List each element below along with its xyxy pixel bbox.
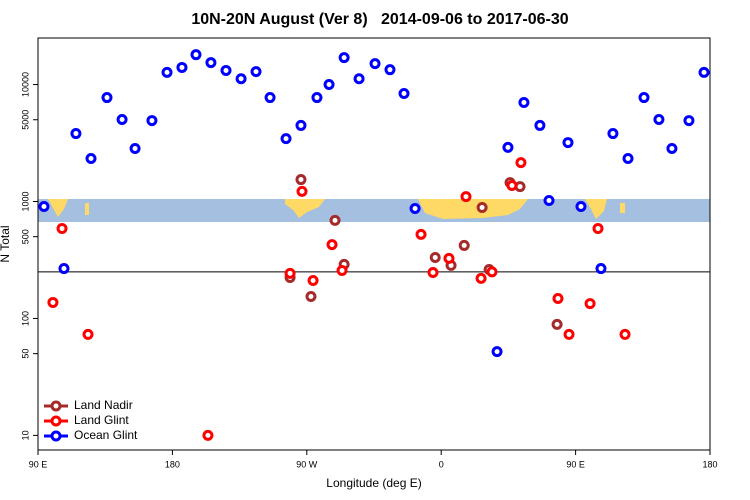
point <box>698 66 710 78</box>
point <box>202 429 214 441</box>
point <box>475 272 487 284</box>
point <box>427 267 439 279</box>
point <box>515 157 527 169</box>
y-tick-label: 500 <box>20 229 30 244</box>
point <box>295 119 307 131</box>
x-tick-label: 90 E <box>566 459 585 469</box>
point <box>70 128 82 140</box>
point <box>584 298 596 310</box>
legend-marker <box>50 400 62 412</box>
point <box>326 239 338 251</box>
y-tick-label: 1000 <box>20 191 30 211</box>
legend-label: Land Glint <box>74 413 129 427</box>
point <box>307 275 319 287</box>
point <box>592 223 604 235</box>
point <box>235 73 247 85</box>
point <box>619 328 631 340</box>
point <box>458 239 470 251</box>
x-tick-label: 180 <box>702 459 717 469</box>
point <box>429 251 441 263</box>
point <box>220 64 232 76</box>
point <box>305 291 317 303</box>
point <box>116 114 128 126</box>
point <box>384 64 396 76</box>
point <box>296 185 308 197</box>
map-strip <box>38 199 710 222</box>
point <box>491 346 503 358</box>
point <box>551 318 563 330</box>
point <box>264 92 276 104</box>
x-tick-label: 90 E <box>29 459 48 469</box>
point <box>460 191 472 203</box>
point <box>562 137 574 149</box>
y-tick-label: 50 <box>20 349 30 359</box>
point <box>190 49 202 61</box>
point <box>552 293 564 305</box>
point <box>101 92 113 104</box>
point <box>323 79 335 91</box>
point <box>129 142 141 154</box>
point <box>543 194 555 206</box>
x-tick-label: 0 <box>439 459 444 469</box>
point <box>683 115 695 127</box>
point <box>653 114 665 126</box>
point <box>205 57 217 69</box>
plot-frame <box>37 37 711 451</box>
point <box>607 128 619 140</box>
point <box>563 328 575 340</box>
point <box>176 61 188 73</box>
legend-label: Land Nadir <box>74 398 133 412</box>
point <box>369 58 381 70</box>
point <box>502 141 514 153</box>
point <box>476 201 488 213</box>
point <box>250 66 262 78</box>
point <box>638 92 650 104</box>
y-tick-label: 100 <box>20 311 30 326</box>
point <box>336 264 348 276</box>
point <box>295 174 307 186</box>
point <box>575 201 587 213</box>
point <box>82 328 94 340</box>
y-tick-label: 5000 <box>20 110 30 130</box>
point <box>56 223 68 235</box>
point <box>595 263 607 275</box>
y-axis-label: N Total <box>0 225 12 262</box>
legend-marker <box>50 415 62 427</box>
point <box>622 153 634 165</box>
point <box>666 142 678 154</box>
point <box>486 266 498 278</box>
point <box>47 296 59 308</box>
point <box>518 97 530 109</box>
point <box>338 52 350 64</box>
legend-label: Ocean Glint <box>74 428 138 442</box>
x-tick-label: 90 W <box>296 459 318 469</box>
y-tick-label: 10000 <box>20 72 30 97</box>
chart-title: 10N-20N August (Ver 8) 2014-09-06 to 201… <box>191 11 568 28</box>
point <box>280 133 292 145</box>
legend-marker <box>50 430 62 442</box>
point <box>506 179 518 191</box>
y-tick-label: 10 <box>20 430 30 440</box>
point <box>161 66 173 78</box>
point <box>58 263 70 275</box>
point <box>398 88 410 100</box>
x-tick-label: 180 <box>165 459 180 469</box>
point <box>329 214 341 226</box>
point <box>443 252 455 264</box>
point <box>311 92 323 104</box>
point <box>38 201 50 213</box>
point <box>415 228 427 240</box>
point <box>284 267 296 279</box>
point <box>85 153 97 165</box>
point <box>146 115 158 127</box>
point <box>409 203 421 215</box>
point <box>534 119 546 131</box>
point <box>353 73 365 85</box>
x-axis-label: Longitude (deg E) <box>326 476 421 490</box>
